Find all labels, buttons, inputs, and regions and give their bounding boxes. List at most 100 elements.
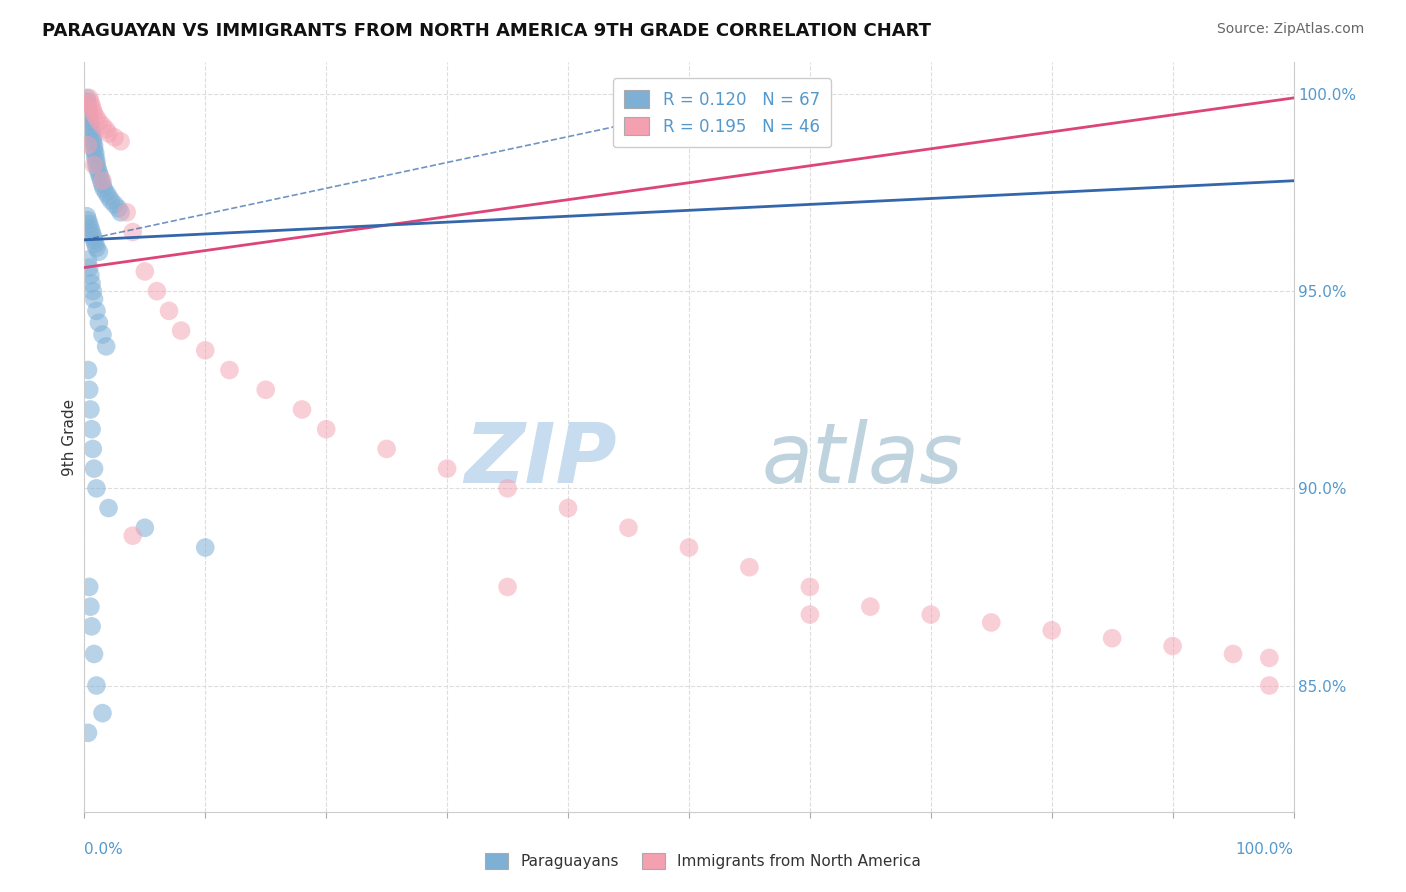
Point	[1222, 647, 1244, 661]
Point	[859, 599, 882, 614]
Text: Source: ZipAtlas.com: Source: ZipAtlas.com	[1216, 22, 1364, 37]
Point	[254, 383, 277, 397]
Point	[134, 264, 156, 278]
Point	[83, 106, 105, 120]
Point	[87, 316, 110, 330]
Point	[80, 619, 103, 633]
Point	[76, 95, 98, 109]
Point	[79, 114, 101, 128]
Point	[79, 599, 101, 614]
Point	[77, 99, 100, 113]
Point	[86, 158, 108, 172]
Point	[1040, 624, 1063, 638]
Point	[83, 233, 105, 247]
Point	[86, 241, 108, 255]
Point	[77, 103, 100, 117]
Point	[76, 91, 98, 105]
Point	[90, 174, 112, 188]
Point	[1258, 651, 1281, 665]
Point	[94, 122, 117, 136]
Point	[77, 106, 100, 120]
Point	[100, 194, 122, 208]
Point	[86, 481, 108, 495]
Point	[91, 178, 114, 192]
Point	[79, 402, 101, 417]
Point	[80, 277, 103, 291]
Point	[218, 363, 240, 377]
Point	[170, 324, 193, 338]
Point	[82, 103, 104, 117]
Point	[91, 327, 114, 342]
Point	[315, 422, 337, 436]
Point	[86, 111, 108, 125]
Point	[94, 339, 117, 353]
Point	[94, 186, 117, 200]
Point	[82, 284, 104, 298]
Point	[496, 580, 519, 594]
Point	[617, 521, 640, 535]
Text: atlas: atlas	[762, 419, 963, 500]
Text: ZIP: ZIP	[464, 419, 616, 500]
Point	[84, 150, 107, 164]
Point	[496, 481, 519, 495]
Point	[157, 304, 180, 318]
Point	[97, 501, 120, 516]
Point	[557, 501, 579, 516]
Point	[194, 343, 217, 358]
Point	[920, 607, 942, 622]
Point	[84, 236, 107, 251]
Point	[83, 647, 105, 661]
Point	[83, 461, 105, 475]
Point	[134, 521, 156, 535]
Point	[82, 229, 104, 244]
Point	[79, 221, 101, 235]
Point	[91, 174, 114, 188]
Text: PARAGUAYAN VS IMMIGRANTS FROM NORTH AMERICA 9TH GRADE CORRELATION CHART: PARAGUAYAN VS IMMIGRANTS FROM NORTH AMER…	[42, 22, 931, 40]
Point	[80, 99, 103, 113]
Point	[79, 95, 101, 109]
Point	[80, 122, 103, 136]
Point	[91, 119, 114, 133]
Point	[97, 189, 120, 203]
Point	[80, 225, 103, 239]
Point	[77, 580, 100, 594]
Point	[77, 260, 100, 275]
Point	[83, 142, 105, 156]
Point	[93, 181, 115, 195]
Point	[738, 560, 761, 574]
Point	[86, 154, 108, 169]
Point	[291, 402, 314, 417]
Point	[82, 134, 104, 148]
Point	[76, 209, 98, 223]
Point	[107, 202, 129, 216]
Point	[77, 252, 100, 267]
Point	[121, 529, 143, 543]
Point	[194, 541, 217, 555]
Text: 100.0%: 100.0%	[1236, 842, 1294, 856]
Point	[80, 127, 103, 141]
Point	[1161, 639, 1184, 653]
Point	[1101, 631, 1123, 645]
Point	[77, 363, 100, 377]
Point	[799, 580, 821, 594]
Point	[83, 158, 105, 172]
Point	[83, 138, 105, 153]
Point	[104, 130, 127, 145]
Point	[82, 130, 104, 145]
Point	[89, 169, 111, 184]
Point	[83, 292, 105, 306]
Point	[79, 268, 101, 283]
Point	[799, 607, 821, 622]
Text: 0.0%: 0.0%	[84, 842, 124, 856]
Point	[110, 134, 132, 148]
Legend: Paraguayans, Immigrants from North America: Paraguayans, Immigrants from North Ameri…	[479, 847, 927, 875]
Point	[104, 197, 127, 211]
Point	[436, 461, 458, 475]
Point	[77, 213, 100, 227]
Point	[110, 205, 132, 219]
Point	[97, 127, 120, 141]
Point	[77, 91, 100, 105]
Point	[87, 114, 110, 128]
Point	[84, 146, 107, 161]
Point	[77, 217, 100, 231]
